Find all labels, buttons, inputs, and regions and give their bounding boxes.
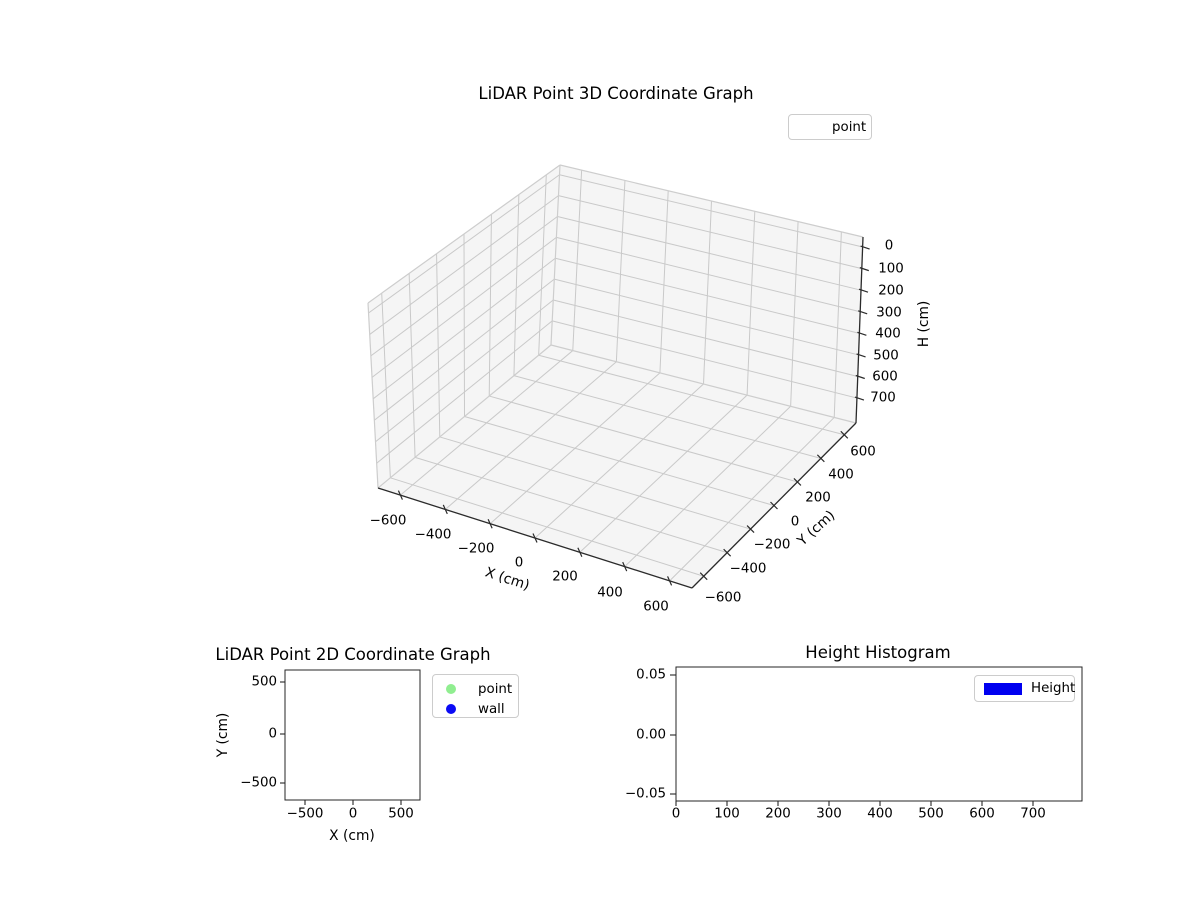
plot3d-y-tick-label: −200 [753, 537, 791, 553]
hist-x-tick-label: 600 [969, 806, 995, 822]
plot2d-legend: point wall [432, 674, 519, 718]
plot3d-y-tick-label: 600 [850, 444, 876, 460]
hist-x-tick-label: 500 [918, 806, 944, 822]
hist-y-tick-label: −0.05 [624, 786, 666, 802]
plot2d-y-tick-label: 0 [268, 726, 277, 742]
plot3d-z-tick-label: 700 [870, 390, 896, 406]
plot3d-z-tick-label: 600 [872, 369, 898, 385]
plot3d-x-tick-label: 200 [552, 569, 578, 585]
plot2d-legend-label-wall: wall [478, 701, 505, 717]
hist-legend: Height [974, 675, 1075, 702]
hist-x-tick-label: 400 [867, 806, 893, 822]
plot3d-y-tick-label: 0 [790, 514, 800, 530]
plot2d-y-axis-label: Y (cm) [215, 712, 232, 758]
height-patch-icon [984, 682, 1022, 695]
hist-y-tick-label: 0.05 [636, 667, 666, 683]
plot3d-z-axis-label: H (cm) [916, 300, 933, 348]
hist-title: Height Histogram [805, 642, 951, 662]
plot3d-legend-label-point: point [832, 119, 867, 135]
hist-x-tick-label: 0 [671, 806, 681, 822]
hist-x-tick-label: 200 [765, 806, 791, 822]
plot3d-z-tick-label: 0 [884, 238, 894, 254]
wall-marker-icon [446, 704, 456, 714]
plot3d-title: LiDAR Point 3D Coordinate Graph [478, 83, 754, 103]
plot2d-y-tick-label: 500 [251, 674, 277, 690]
plot3d-z-tick-label: 500 [873, 348, 899, 364]
plot2d-x-tick-label: 0 [348, 806, 358, 822]
plot2d-legend-label-point: point [478, 681, 513, 697]
plot2d-legend-entry-wall: wall [446, 699, 518, 719]
plot2d-y-tick-label: −500 [240, 775, 277, 791]
plot2d-legend-entry-point: point [446, 679, 518, 699]
hist-y-tick-label: 0.00 [636, 727, 666, 743]
plot3d-z-tick-label: 200 [878, 283, 904, 299]
plot3d-x-tick-label: −600 [369, 513, 407, 529]
hist-x-tick-label: 700 [1020, 806, 1046, 822]
plot3d-x-tick-label: −200 [457, 541, 495, 557]
plot3d-legend: point [788, 114, 872, 140]
hist-x-tick-label: 100 [714, 806, 740, 822]
hist-x-tick-label: 300 [816, 806, 842, 822]
plot3d-y-tick-label: −400 [729, 561, 767, 577]
plot3d-z-tick-label: 100 [878, 261, 904, 277]
plot2d-x-tick-label: −500 [286, 806, 324, 822]
plot3d-y-tick-label: 400 [828, 467, 854, 483]
plot3d-y-tick-label: −600 [704, 590, 742, 606]
plot3d-z-tick-label: 400 [875, 326, 901, 342]
hist-legend-label-height: Height [1031, 681, 1076, 696]
plot3d-y-tick-label: 200 [805, 490, 831, 506]
plot3d-x-tick-label: −400 [414, 527, 452, 543]
plot3d-z-tick-label: 300 [876, 305, 902, 321]
plot3d-x-tick-label: 400 [597, 585, 623, 601]
point-marker-icon [446, 684, 456, 694]
plot2d-title: LiDAR Point 2D Coordinate Graph [215, 644, 491, 664]
plot2d-x-axis-label: X (cm) [329, 828, 375, 845]
plot3d-x-tick-label: 600 [643, 599, 669, 615]
plot2d-x-tick-label: 500 [388, 806, 414, 822]
plot3d-x-tick-label: 0 [514, 555, 524, 571]
